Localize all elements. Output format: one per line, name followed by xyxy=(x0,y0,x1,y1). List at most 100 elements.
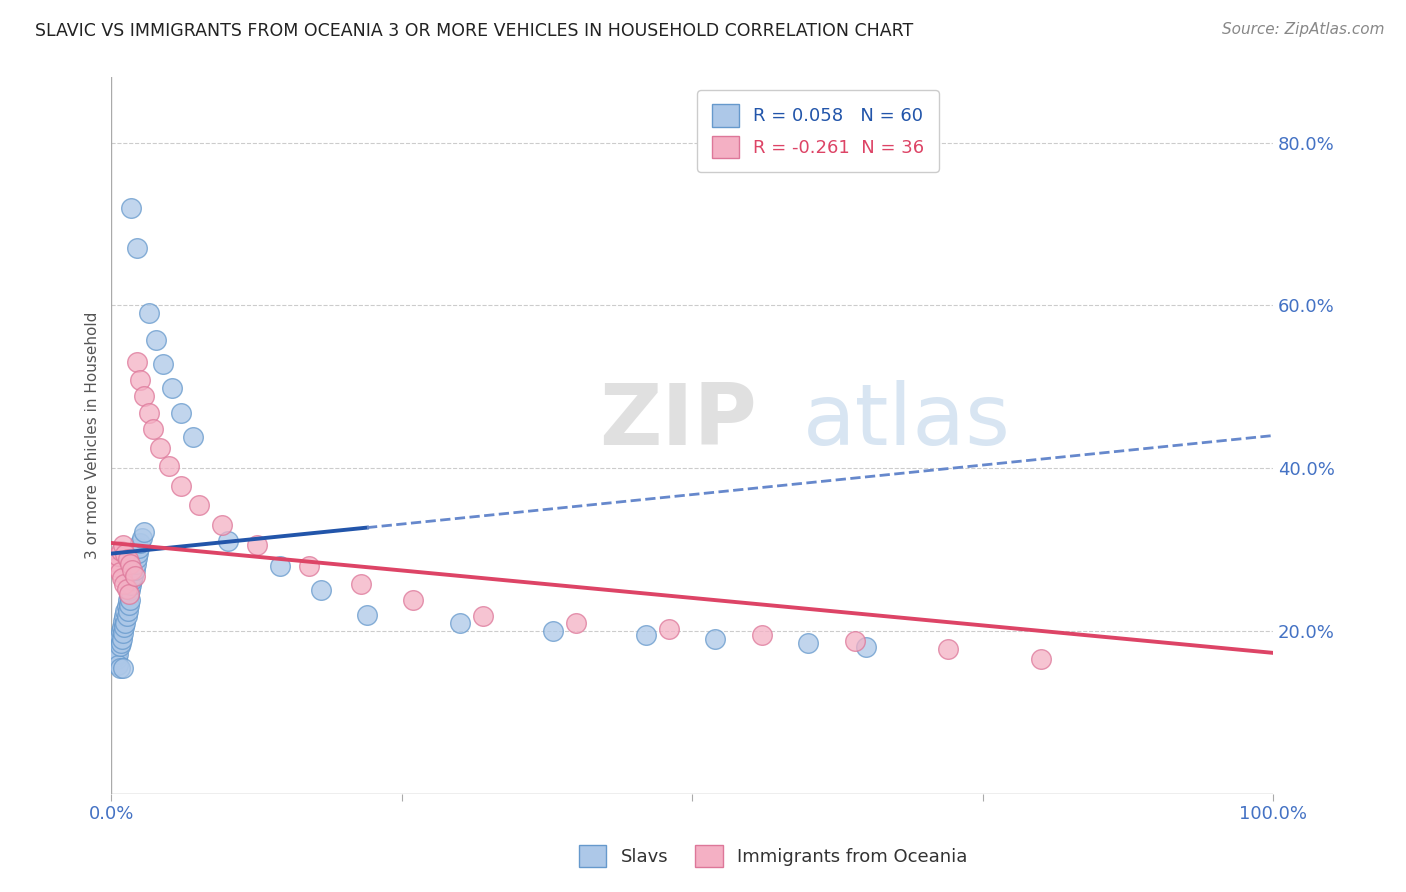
Point xyxy=(132,389,155,403)
Point xyxy=(181,430,204,444)
Point xyxy=(187,498,209,512)
Point xyxy=(160,381,183,395)
Point xyxy=(269,558,291,573)
Point xyxy=(125,557,148,571)
Point xyxy=(131,531,153,545)
Point xyxy=(105,649,128,664)
Point xyxy=(138,406,160,420)
Point xyxy=(118,593,141,607)
Point xyxy=(127,546,149,560)
Point xyxy=(105,644,128,658)
Text: ZIP: ZIP xyxy=(599,380,756,463)
Point xyxy=(110,544,132,558)
Point xyxy=(112,620,135,634)
Point xyxy=(108,566,131,580)
Point xyxy=(108,639,131,653)
Point xyxy=(142,422,165,436)
Point xyxy=(565,615,588,630)
Point xyxy=(855,640,877,655)
Point xyxy=(298,558,321,573)
Text: atlas: atlas xyxy=(803,380,1011,463)
Point xyxy=(105,641,128,656)
Point xyxy=(114,547,136,561)
Point xyxy=(105,652,128,666)
Point xyxy=(797,636,820,650)
Legend: Slavs, Immigrants from Oceania: Slavs, Immigrants from Oceania xyxy=(572,838,974,874)
Point xyxy=(105,555,128,569)
Point xyxy=(124,563,146,577)
Point xyxy=(124,568,146,582)
Point xyxy=(121,574,143,588)
Point xyxy=(121,563,143,577)
Point xyxy=(108,629,131,643)
Point xyxy=(118,598,141,612)
Point xyxy=(107,658,129,673)
Point xyxy=(110,636,132,650)
Point xyxy=(115,609,138,624)
Point xyxy=(105,560,128,574)
Text: Source: ZipAtlas.com: Source: ZipAtlas.com xyxy=(1222,22,1385,37)
Point xyxy=(217,534,239,549)
Point xyxy=(111,632,134,646)
Point xyxy=(936,641,959,656)
Point xyxy=(246,538,269,552)
Point xyxy=(170,479,193,493)
Point xyxy=(115,582,138,596)
Point xyxy=(704,632,727,646)
Point xyxy=(356,607,378,622)
Point xyxy=(122,568,145,582)
Point xyxy=(129,536,152,550)
Point xyxy=(472,609,495,624)
Point xyxy=(115,599,138,614)
Point xyxy=(159,459,181,474)
Point xyxy=(751,628,773,642)
Text: SLAVIC VS IMMIGRANTS FROM OCEANIA 3 OR MORE VEHICLES IN HOUSEHOLD CORRELATION CH: SLAVIC VS IMMIGRANTS FROM OCEANIA 3 OR M… xyxy=(35,22,914,40)
Point xyxy=(110,624,132,638)
Point xyxy=(844,633,866,648)
Point xyxy=(108,660,131,674)
Point xyxy=(112,614,135,628)
Point xyxy=(112,625,135,640)
Point xyxy=(402,593,425,607)
Point xyxy=(145,333,167,347)
Point xyxy=(658,622,681,636)
Point xyxy=(449,615,471,630)
Point xyxy=(118,583,141,598)
Point xyxy=(112,609,135,624)
Point xyxy=(634,628,657,642)
Point xyxy=(128,541,150,555)
Point xyxy=(309,583,332,598)
Y-axis label: 3 or more Vehicles in Household: 3 or more Vehicles in Household xyxy=(86,312,100,559)
Point xyxy=(120,578,142,592)
Point xyxy=(114,615,136,630)
Point xyxy=(117,603,139,617)
Point xyxy=(170,406,193,420)
Point xyxy=(138,306,160,320)
Point xyxy=(114,603,136,617)
Point xyxy=(111,571,134,585)
Point xyxy=(125,551,148,566)
Point xyxy=(112,576,135,591)
Point xyxy=(1029,652,1052,666)
Point xyxy=(112,538,135,552)
Point xyxy=(132,524,155,539)
Legend: R = 0.058   N = 60, R = -0.261  N = 36: R = 0.058 N = 60, R = -0.261 N = 36 xyxy=(697,90,939,172)
Point xyxy=(120,201,142,215)
Point xyxy=(350,576,373,591)
Point xyxy=(118,588,141,602)
Point xyxy=(211,518,233,533)
Point xyxy=(117,593,139,607)
Point xyxy=(117,552,139,566)
Point xyxy=(541,624,564,638)
Point xyxy=(129,373,152,387)
Point xyxy=(107,633,129,648)
Point xyxy=(118,557,141,571)
Point xyxy=(152,357,174,371)
Point xyxy=(111,620,134,634)
Point xyxy=(125,241,148,255)
Point xyxy=(118,587,141,601)
Point xyxy=(125,355,148,369)
Point xyxy=(112,660,135,674)
Point xyxy=(149,441,172,455)
Point xyxy=(107,647,129,661)
